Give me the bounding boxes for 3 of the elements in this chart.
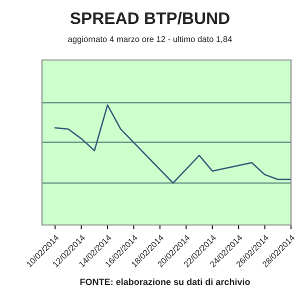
chart-subtitle: aggiornato 4 marzo ore 12 - ultimo dato 1,84 [68,36,232,44]
source-note: FONTE: elaborazione su dati di archivio [80,278,250,286]
chart-title: SPREAD BTP/BUND [70,12,230,24]
